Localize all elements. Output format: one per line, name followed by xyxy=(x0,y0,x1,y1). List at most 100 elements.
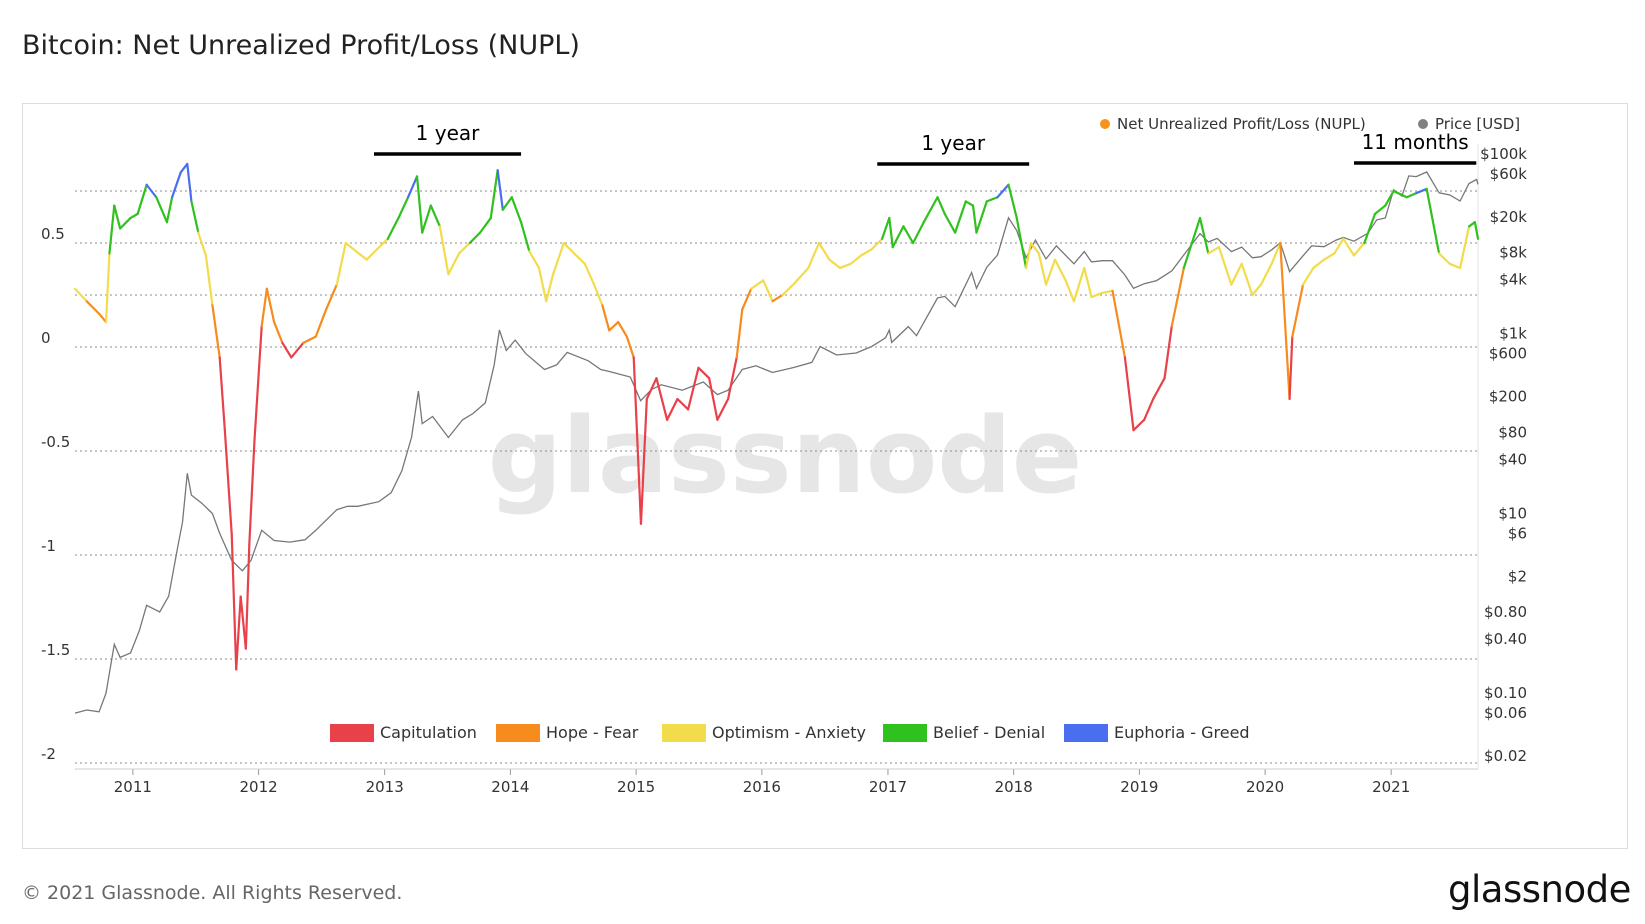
nupl-segment xyxy=(781,283,795,297)
nupl-segment xyxy=(397,196,410,220)
legend-label: Net Unrealized Profit/Loss (NUPL) xyxy=(1117,115,1366,133)
y-tick-label: -1.5 xyxy=(41,641,70,659)
nupl-segment xyxy=(1458,225,1471,270)
legend-label: Capitulation xyxy=(380,723,477,742)
nupl-segment xyxy=(528,250,541,270)
nupl-segment xyxy=(1064,279,1076,303)
nupl-segment xyxy=(807,241,821,270)
nupl-segment xyxy=(415,175,424,234)
nupl-segment xyxy=(265,287,276,324)
annotation-label: 1 year xyxy=(416,121,480,145)
legend-marker xyxy=(1418,119,1428,129)
nupl-segment xyxy=(911,221,925,245)
nupl-segment xyxy=(108,204,116,255)
nupl-segment xyxy=(272,320,284,344)
price-tick-label: $1k xyxy=(1499,325,1527,343)
nupl-segment xyxy=(230,533,238,671)
y-tick-label: -0.5 xyxy=(41,433,70,451)
nupl-segment xyxy=(727,356,738,401)
nupl-segment xyxy=(1111,289,1127,359)
nupl-segment xyxy=(880,216,891,240)
x-tick-label: 2011 xyxy=(114,778,152,796)
nupl-segment xyxy=(447,252,461,276)
x-tick-label: 2020 xyxy=(1246,778,1284,796)
nupl-segment xyxy=(750,279,765,290)
nupl-segment xyxy=(260,287,268,328)
nupl-segment xyxy=(593,283,604,307)
nupl-segment xyxy=(98,312,108,324)
y-tick-label: 0 xyxy=(41,329,51,347)
nupl-segment xyxy=(741,287,753,311)
nupl-segment xyxy=(113,204,122,230)
nupl-segment xyxy=(859,248,873,257)
annotation-label: 11 months xyxy=(1362,130,1469,154)
legend-label: Hope - Fear xyxy=(546,723,639,742)
nupl-segment xyxy=(302,335,317,344)
nupl-segment xyxy=(792,266,810,286)
nupl-segment xyxy=(501,196,513,211)
price-tick-label: $200 xyxy=(1489,388,1527,406)
nupl-segment xyxy=(223,429,233,536)
nupl-segment xyxy=(1053,258,1067,282)
nupl-chart: glassnode 0.5 0 -0.5 -1 -1.5 -2 $100k $60k $20k… xyxy=(41,115,1528,796)
nupl-segment xyxy=(519,221,531,253)
nupl-segment xyxy=(645,377,658,401)
nupl-segment xyxy=(1207,246,1221,255)
legend-label: Optimism - Anxiety xyxy=(712,723,866,742)
nupl-segment xyxy=(244,543,251,650)
nupl-segment xyxy=(478,216,492,234)
nupl-segment xyxy=(468,231,482,245)
y-tick-label: 0.5 xyxy=(41,225,65,243)
legend-label: Euphoria - Greed xyxy=(1114,723,1250,742)
nupl-segment xyxy=(1170,266,1185,328)
legend-swatch xyxy=(883,724,927,742)
x-tick-label: 2019 xyxy=(1120,778,1158,796)
nupl-segment xyxy=(971,204,978,234)
nupl-segment xyxy=(325,283,338,311)
nupl-segment xyxy=(1415,187,1428,195)
nupl-segment xyxy=(386,216,400,240)
legend-label: Belief - Denial xyxy=(933,723,1045,742)
nupl-segment xyxy=(771,293,784,303)
nupl-segment xyxy=(1101,289,1114,295)
nupl-segment xyxy=(1090,291,1104,299)
price-tick-label: $2 xyxy=(1508,567,1527,585)
nupl-segment xyxy=(211,304,221,359)
x-tick-label: 2013 xyxy=(366,778,404,796)
nupl-segment xyxy=(253,325,263,442)
x-tick-label: 2016 xyxy=(743,778,781,796)
y-tick-label: -2 xyxy=(41,745,56,763)
nupl-segment xyxy=(1301,266,1315,286)
nupl-segment xyxy=(335,241,347,286)
footer-copyright: © 2021 Glassnode. All Rights Reserved. xyxy=(22,882,403,904)
annotation-label: 1 year xyxy=(921,131,985,155)
nupl-segment xyxy=(1288,335,1294,401)
nupl-segment xyxy=(838,262,852,270)
nupl-segment xyxy=(1083,266,1093,299)
price-tick-label: $0.10 xyxy=(1484,684,1527,702)
nupl-segment xyxy=(314,308,328,338)
nupl-segment xyxy=(1072,266,1086,303)
nupl-segment xyxy=(1044,258,1057,286)
nupl-segment xyxy=(510,196,523,224)
nupl-segment xyxy=(281,341,293,359)
nupl-segment xyxy=(136,183,148,215)
nupl-segment xyxy=(248,439,256,546)
nupl-segment xyxy=(119,216,132,230)
nupl-segment xyxy=(365,248,379,261)
nupl-segment xyxy=(708,377,719,421)
x-tick-label: 2021 xyxy=(1372,778,1410,796)
nupl-segment xyxy=(1448,262,1462,270)
price-tick-label: $0.40 xyxy=(1484,630,1527,648)
x-tick-label: 2018 xyxy=(995,778,1033,796)
price-tick-label: $20k xyxy=(1490,208,1528,226)
nupl-segment xyxy=(375,237,389,251)
nupl-segment xyxy=(888,216,894,249)
nupl-segment xyxy=(552,241,565,276)
chart-frame: glassnode 0.5 0 -0.5 -1 -1.5 -2 $100k $60k $20k… xyxy=(22,103,1628,849)
nupl-segment xyxy=(1029,241,1040,255)
x-tick-label: 2014 xyxy=(491,778,529,796)
glassnode-logo: glassnode xyxy=(1448,868,1631,911)
nupl-segment xyxy=(608,320,620,332)
nupl-segment xyxy=(165,196,174,224)
